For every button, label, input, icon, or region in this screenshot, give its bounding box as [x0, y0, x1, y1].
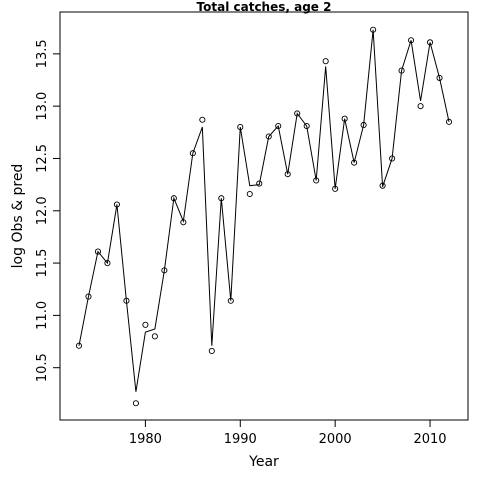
observed-point: [379, 182, 386, 189]
observed-point: [208, 347, 215, 355]
x-tick-label: 1980: [129, 432, 162, 447]
observed-point: [303, 122, 310, 130]
observed-point: [351, 159, 358, 166]
y-tick-label: 13.5: [35, 39, 50, 68]
observed-point: [426, 39, 434, 46]
observed-point: [408, 37, 415, 44]
observed-point: [360, 121, 367, 129]
observed-point: [151, 333, 158, 340]
observed-point: [94, 248, 101, 255]
x-axis: 1980 1990 2000 2010: [129, 420, 447, 447]
observed-point: [246, 190, 253, 198]
y-tick-label: 10.5: [35, 353, 50, 382]
observed-point: [123, 297, 130, 304]
observed-point: [113, 201, 120, 208]
observed-point: [332, 185, 339, 192]
x-tick-label: 2000: [319, 432, 352, 447]
observed-point: [170, 195, 177, 202]
observed-point: [227, 297, 234, 304]
observed-point: [294, 110, 301, 117]
observed-point: [341, 115, 348, 122]
observed-point: [180, 219, 187, 226]
y-axis: 10.5 11.0 11.5 12.0 12.5 13.0 13.5: [35, 39, 60, 382]
y-tick-label: 13.0: [35, 92, 50, 121]
y-tick-label: 11.0: [35, 301, 50, 330]
x-axis-label: Year: [248, 454, 279, 470]
x-tick-label: 2010: [413, 432, 446, 447]
observed-point: [265, 133, 272, 140]
y-tick-label: 12.5: [35, 144, 50, 173]
observed-point: [313, 177, 320, 184]
observed-point: [189, 150, 196, 157]
observed-point: [237, 124, 244, 131]
observed-point: [398, 67, 405, 74]
observed-point: [275, 122, 282, 130]
observed-point: [85, 293, 92, 300]
observed-point: [142, 321, 149, 328]
predicted-line: [78, 29, 450, 392]
y-axis-label: log Obs & pred: [10, 164, 26, 269]
observed-point: [284, 171, 291, 178]
observed-point: [104, 260, 111, 267]
observed-point: [436, 74, 443, 81]
observed-point: [75, 342, 83, 349]
observed-point: [322, 58, 329, 65]
observed-point: [445, 118, 453, 125]
chart-title: Total catches, age 2: [197, 0, 332, 14]
observed-point: [218, 195, 225, 202]
y-tick-label: 12.0: [35, 196, 50, 225]
y-tick-label: 11.5: [35, 249, 50, 278]
predicted-series-line: [78, 29, 450, 392]
observed-point: [161, 267, 168, 274]
observed-points: [75, 26, 453, 407]
observed-point: [256, 180, 263, 187]
observed-point: [389, 155, 396, 162]
observed-point: [370, 26, 377, 33]
observed-point: [417, 103, 424, 110]
observed-point: [132, 400, 139, 407]
observed-point: [199, 116, 206, 123]
plot-frame: [59, 11, 469, 421]
x-tick-label: 1990: [224, 432, 257, 447]
